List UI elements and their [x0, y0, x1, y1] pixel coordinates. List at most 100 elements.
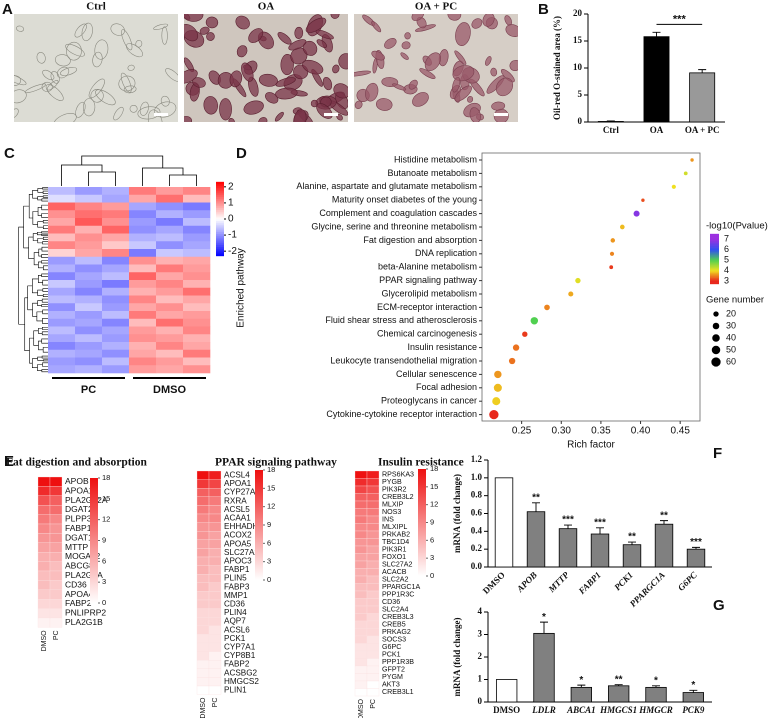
- colorbar-step: [710, 247, 719, 250]
- colorbar-label: 0: [430, 571, 434, 580]
- scale-bar: [494, 113, 508, 116]
- heatmap-cell: [37, 542, 51, 553]
- colorbar-step: [710, 248, 719, 251]
- cell: [229, 70, 243, 88]
- cell: [206, 32, 215, 41]
- colorbar-step: [710, 275, 719, 277]
- heatmap-cell: [196, 617, 210, 626]
- heatmap-cell: [196, 634, 210, 644]
- heatmap-cell: [156, 303, 184, 312]
- heatmap-cell: [354, 545, 368, 554]
- gene-label: CD36: [224, 599, 245, 608]
- x-tick-label: Ctrl: [603, 125, 619, 135]
- heatmap-cell: [49, 599, 63, 609]
- heatmap-cell: [129, 334, 157, 343]
- heatmap-cell: [49, 505, 63, 515]
- heatmap-cell: [156, 287, 184, 296]
- heatmap-cell: [366, 493, 380, 502]
- heatmap-cell: [102, 233, 130, 242]
- bubble: [492, 397, 501, 406]
- heatmap-cell: [183, 280, 211, 289]
- heatmap-cell: [48, 194, 76, 203]
- heatmap-cell: [208, 470, 222, 480]
- panel-letter: F: [713, 445, 722, 462]
- gene-label: PCK1: [224, 634, 246, 643]
- cell: [236, 45, 248, 58]
- bar: [608, 685, 630, 703]
- cell: [184, 14, 204, 22]
- colorbar-step: [216, 213, 224, 216]
- heatmap-cell: [49, 589, 63, 600]
- heatmap-cell: [156, 280, 184, 289]
- heatmap-cell: [48, 303, 76, 312]
- cell: [129, 104, 138, 113]
- heatmap-cell: [366, 575, 380, 584]
- cell: [154, 101, 177, 118]
- cell: [365, 82, 379, 102]
- heatmap-cell: [354, 530, 368, 539]
- heatmap-cell: [48, 272, 76, 281]
- gene-label: ACSL6: [224, 625, 250, 634]
- heatmap-cell: [75, 303, 103, 312]
- heatmap-cell: [366, 530, 380, 539]
- size-legend-label: 20: [726, 308, 736, 318]
- gene-label: PLIN5: [224, 574, 247, 583]
- error-bar: [628, 541, 636, 545]
- colorbar-label: 6: [267, 538, 271, 547]
- heatmap-cell: [75, 326, 103, 335]
- heatmap-cell: [366, 583, 380, 592]
- heatmap-cell: [129, 249, 157, 258]
- heatmap-cell: [208, 522, 222, 532]
- heatmap-cell: [102, 311, 130, 320]
- colorbar-step: [216, 220, 224, 223]
- heatmap-cell: [354, 598, 368, 607]
- error-bar: [532, 502, 540, 512]
- significance: **: [628, 532, 636, 543]
- heatmap-cell: [196, 677, 210, 687]
- heatmap-cell: [75, 218, 103, 227]
- heatmap-cell: [354, 523, 368, 532]
- gene-label: RPS6KA3: [382, 471, 414, 479]
- colorbar-label: 0: [102, 598, 106, 607]
- cell: [274, 111, 284, 122]
- heatmap-cell: [102, 256, 130, 265]
- bar: [645, 686, 667, 703]
- cell: [322, 76, 333, 91]
- colorbar-label: 18: [102, 473, 110, 482]
- heatmap-cell: [102, 194, 130, 203]
- heatmap-cell: [354, 620, 368, 629]
- gene-label: FABP1: [224, 565, 250, 574]
- heatmap-cell: [354, 605, 368, 614]
- heatmap-cell: [48, 218, 76, 227]
- colorbar-label: 3: [724, 275, 729, 285]
- heatmap-cell: [366, 538, 380, 547]
- panel-letter: G: [713, 597, 725, 614]
- heatmap-cell: [48, 311, 76, 320]
- y-tick-label: 5: [578, 89, 583, 99]
- cell: [139, 101, 149, 116]
- colorbar-step: [216, 189, 224, 192]
- colorbar-step: [216, 248, 224, 251]
- heatmap-cell: [366, 508, 380, 517]
- error-bar: [660, 520, 668, 525]
- gene-label: APOC3: [224, 556, 252, 565]
- colorbar-step: [216, 244, 224, 247]
- scale-bar: [154, 113, 168, 116]
- cell: [330, 14, 340, 19]
- row-dendrogram: [18, 187, 48, 373]
- colorbar-label: 5: [724, 254, 729, 264]
- gene-label: ACACB: [382, 568, 407, 576]
- colorbar-step: [216, 229, 224, 233]
- heatmap-cell: [49, 486, 63, 496]
- heatmap-cell: [49, 608, 63, 619]
- y-tick-label: 0.6: [471, 508, 483, 518]
- colorbar-step: [710, 235, 719, 237]
- cell: [123, 85, 137, 94]
- gene-label: CYP7A1: [224, 642, 256, 651]
- gene-label: TBC1D4: [382, 538, 409, 546]
- x-tick-label: OA + PC: [685, 125, 720, 135]
- column-dendrogram: [61, 155, 197, 186]
- gene-label: SLC27A2: [224, 548, 259, 557]
- bubble: [690, 158, 694, 162]
- micrograph: [14, 14, 178, 122]
